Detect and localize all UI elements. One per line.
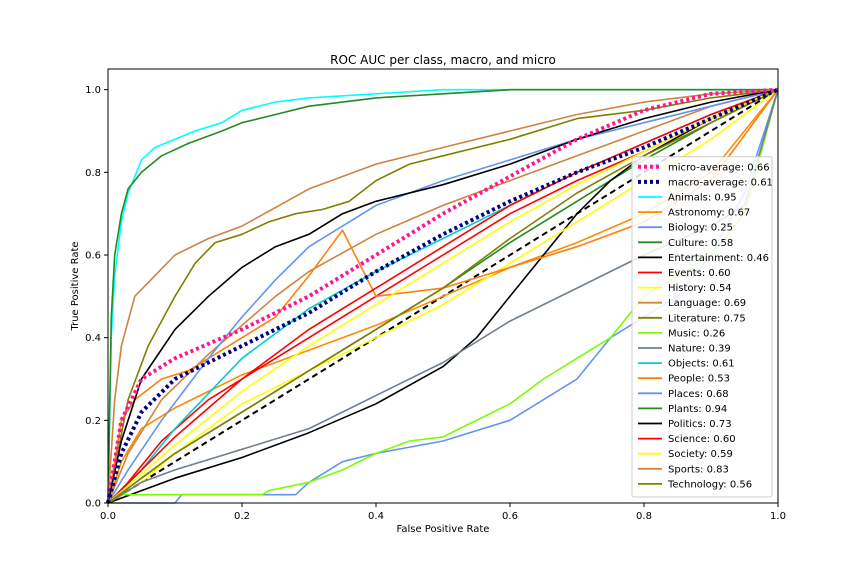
x-axis-label: False Positive Rate bbox=[397, 524, 490, 535]
legend-label: Nature: 0.39 bbox=[668, 344, 731, 355]
roc-curve-17 bbox=[107, 88, 779, 504]
legend-label: micro-average: 0.66 bbox=[668, 162, 770, 173]
y-axis-ticks: 0.0 0.2 0.4 0.6 0.8 1.0 bbox=[85, 85, 108, 510]
roc-curve-20 bbox=[107, 88, 779, 504]
x-tick-label: 0.0 bbox=[100, 511, 116, 522]
legend-label: Astronomy: 0.67 bbox=[668, 208, 750, 219]
legend-label: Sports: 0.83 bbox=[668, 464, 729, 475]
legend-box bbox=[631, 156, 773, 498]
legend-label: Society: 0.59 bbox=[668, 449, 733, 460]
roc-curve-9 bbox=[107, 88, 779, 504]
x-tick-label: 0.8 bbox=[636, 511, 652, 522]
y-tick-label: 1.0 bbox=[85, 85, 101, 96]
legend-label: Science: 0.60 bbox=[668, 434, 736, 445]
legend-label: Objects: 0.61 bbox=[668, 359, 735, 370]
chart-title: ROC AUC per class, macro, and micro bbox=[330, 53, 556, 67]
x-tick-label: 0.4 bbox=[368, 511, 384, 522]
plot-frame bbox=[107, 68, 779, 504]
y-tick-label: 0.2 bbox=[85, 416, 101, 427]
roc-curve-18 bbox=[107, 88, 779, 504]
legend-label: History: 0.54 bbox=[668, 283, 732, 294]
legend-label: Places: 0.68 bbox=[668, 389, 729, 400]
y-tick-label: 0.8 bbox=[85, 168, 101, 179]
legend-label: People: 0.53 bbox=[668, 374, 730, 385]
legend-label: Language: 0.69 bbox=[668, 298, 746, 309]
legend-label: Biology: 0.25 bbox=[668, 223, 733, 234]
legend-label: Events: 0.60 bbox=[668, 268, 731, 279]
legend: micro-average: 0.66 macro-average: 0.61 An… bbox=[631, 156, 773, 498]
roc-curve-10 bbox=[107, 88, 779, 504]
legend-label: Plants: 0.94 bbox=[668, 404, 727, 415]
x-tick-label: 0.2 bbox=[234, 511, 250, 522]
roc-curve-16 bbox=[107, 88, 778, 504]
y-axis-label: True Positive Rate bbox=[70, 241, 81, 331]
roc-curve-19 bbox=[107, 88, 779, 504]
legend-label: Music: 0.26 bbox=[668, 328, 725, 339]
legend-label: Culture: 0.58 bbox=[668, 238, 733, 249]
roc-curve-21 bbox=[107, 88, 779, 504]
legend-label: macro-average: 0.61 bbox=[668, 177, 773, 188]
roc-curve-3 bbox=[107, 89, 779, 504]
x-axis-ticks: 0.0 0.2 0.4 0.6 0.8 1.0 bbox=[100, 503, 786, 522]
y-tick-label: 0.0 bbox=[85, 499, 101, 510]
legend-label: Entertainment: 0.46 bbox=[668, 253, 769, 264]
roc-curve-1 bbox=[106, 87, 779, 504]
roc-curve-14 bbox=[107, 89, 779, 504]
y-tick-label: 0.4 bbox=[85, 333, 101, 344]
x-tick-label: 0.6 bbox=[502, 511, 518, 522]
legend-label: Literature: 0.75 bbox=[668, 313, 746, 324]
legend-label: Politics: 0.73 bbox=[668, 419, 732, 430]
legend-label: Technology: 0.56 bbox=[667, 479, 752, 490]
roc-curve-2 bbox=[107, 88, 778, 504]
x-tick-label: 1.0 bbox=[770, 511, 786, 522]
roc-curve-15 bbox=[107, 88, 779, 504]
y-tick-label: 0.6 bbox=[85, 251, 101, 262]
legend-label: Animals: 0.95 bbox=[668, 193, 737, 204]
